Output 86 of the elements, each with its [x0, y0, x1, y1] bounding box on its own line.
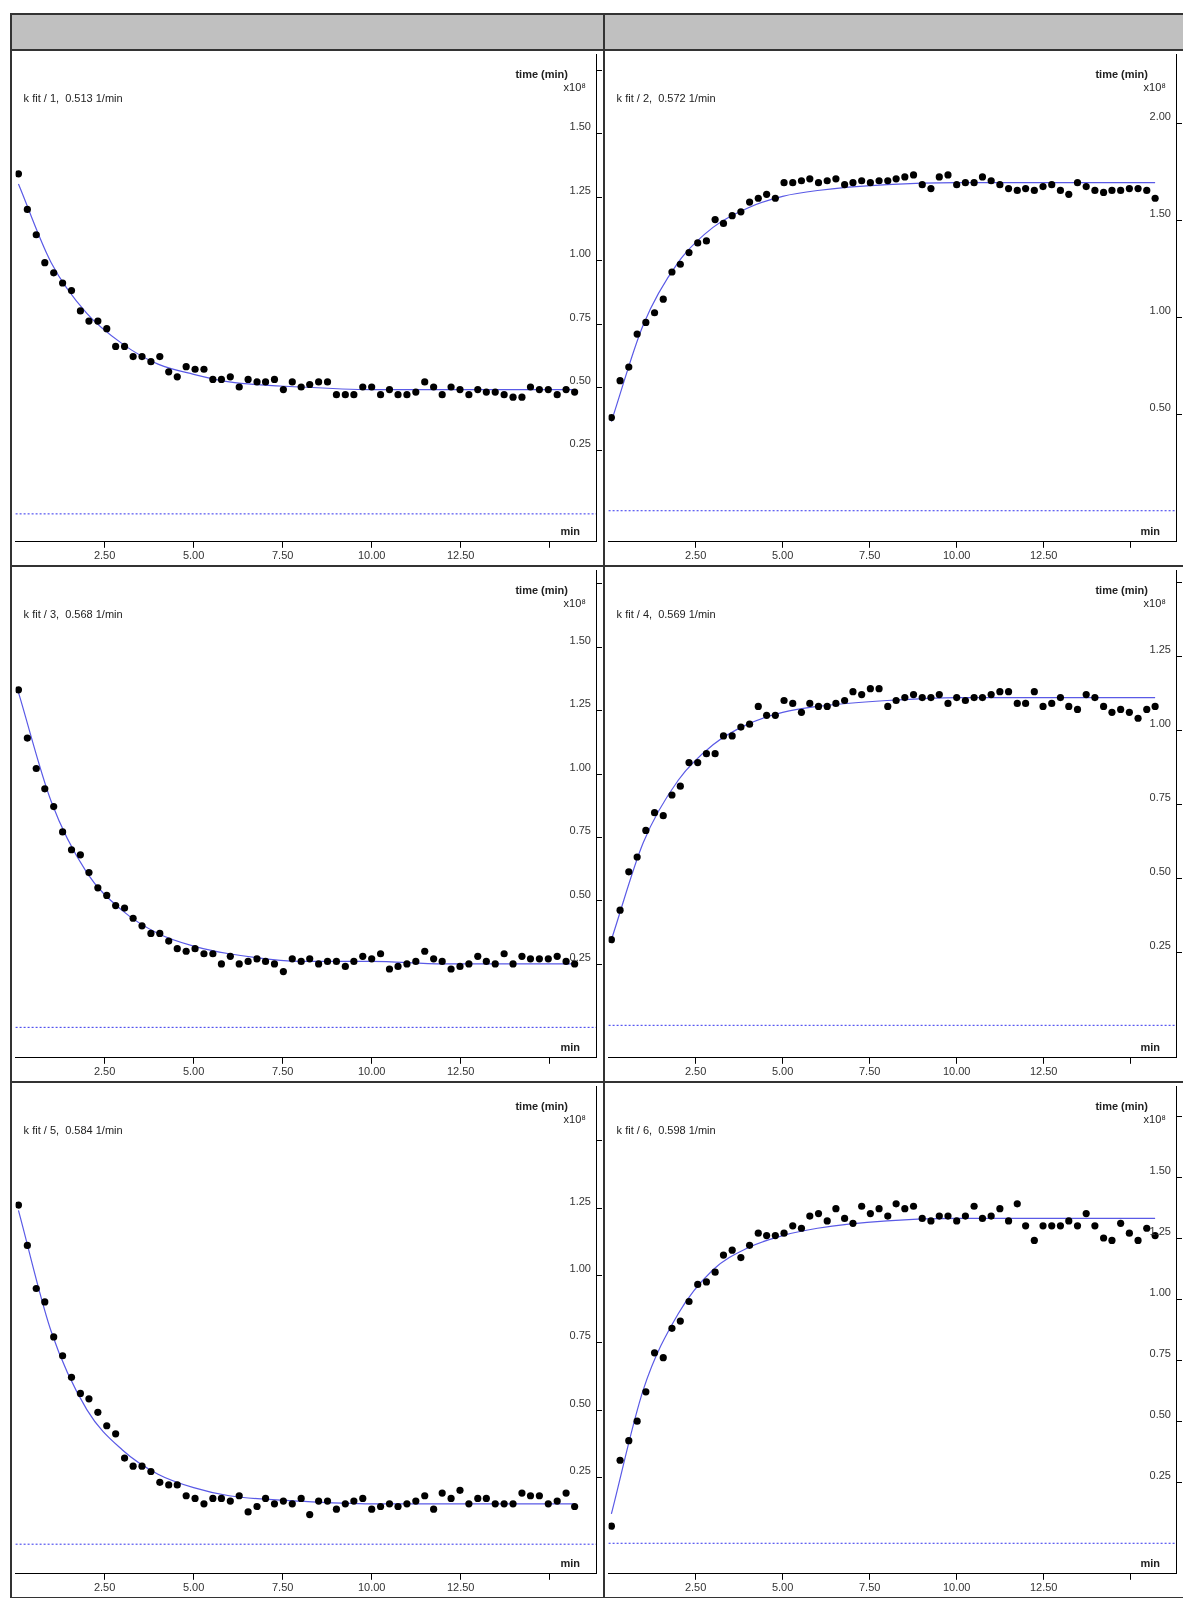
x-tick-label: 12.50 [446, 549, 475, 562]
x-tick-label: 10.00 [942, 549, 971, 562]
x-tick-label: 2.50 [93, 1581, 116, 1594]
y-tick-label: 1.50 [569, 120, 591, 133]
x-axis-title: min [1140, 524, 1161, 537]
x-tick-label: 5.00 [771, 1581, 794, 1594]
y-tick-label: 0.25 [569, 437, 591, 450]
y-tick-label: 1.25 [569, 1194, 591, 1207]
x-tick-label: 7.50 [858, 1065, 881, 1078]
annotation: time (min) [1095, 67, 1149, 80]
y-tick-label: 1.25 [1149, 643, 1171, 656]
y-axis-title: x10⁸ [563, 596, 586, 609]
y-tick-label: 0.50 [569, 1396, 591, 1409]
y-tick-label: 0.50 [1149, 864, 1171, 877]
text: k fit / 3, 0.568 1/min [23, 607, 123, 620]
y-tick-label: 1.50 [569, 633, 591, 646]
text: k fit / 2, 0.572 1/min [616, 91, 716, 104]
x-tick-label: 7.50 [271, 1581, 294, 1594]
x-axis-title: min [1140, 1556, 1161, 1569]
y-tick-label: 1.00 [569, 1262, 591, 1275]
y-tick-label: 1.25 [1149, 1225, 1171, 1238]
y-tick-label: 1.00 [1149, 717, 1171, 730]
annotation: time (min) [515, 1099, 569, 1112]
y-tick-label: 0.75 [569, 824, 591, 837]
y-tick-label: 0.25 [569, 1463, 591, 1476]
x-tick-label: 10.00 [357, 1581, 386, 1594]
y-tick-label: 2.00 [1149, 109, 1171, 122]
annotation: time (min) [515, 67, 569, 80]
x-axis-title: min [560, 524, 581, 537]
x-tick-label: 12.50 [1029, 1581, 1058, 1594]
x-tick-label: 12.50 [446, 1065, 475, 1078]
x-axis-title: min [560, 1556, 581, 1569]
y-tick-label: 1.25 [569, 183, 591, 196]
y-tick-label: 0.25 [569, 950, 591, 963]
x-tick-label: 7.50 [858, 549, 881, 562]
y-tick-label: 0.50 [1149, 1408, 1171, 1421]
x-tick-label: 7.50 [858, 1581, 881, 1594]
annotation: time (min) [515, 583, 569, 596]
y-axis-title: x10⁸ [563, 1112, 586, 1125]
x-tick-label: 12.50 [1029, 1065, 1058, 1078]
y-tick-label: 0.50 [569, 887, 591, 900]
y-tick-label: 0.25 [1149, 1469, 1171, 1482]
y-tick-label: 0.75 [569, 310, 591, 323]
y-tick-label: 0.50 [1149, 400, 1171, 413]
x-tick-label: 7.50 [271, 1065, 294, 1078]
x-tick-label: 2.50 [684, 1065, 707, 1078]
x-tick-label: 12.50 [446, 1581, 475, 1594]
text: k fit / 6, 0.598 1/min [616, 1123, 716, 1136]
x-tick-label: 5.00 [182, 549, 205, 562]
y-tick-label: 0.50 [569, 374, 591, 387]
y-tick-label: 0.75 [1149, 1347, 1171, 1360]
y-tick-label: 1.00 [569, 760, 591, 773]
x-tick-label: 10.00 [357, 549, 386, 562]
y-tick-label: 1.25 [569, 697, 591, 710]
y-tick-label: 1.00 [569, 247, 591, 260]
text: k fit / 5, 0.584 1/min [23, 1123, 123, 1136]
y-axis-title: x10⁸ [563, 80, 586, 93]
y-axis-title: x10⁸ [1143, 1112, 1166, 1125]
x-axis-title: min [560, 1040, 581, 1053]
y-axis-title: x10⁸ [1143, 596, 1166, 609]
text: k fit / 4, 0.569 1/min [616, 607, 716, 620]
x-tick-label: 12.50 [1029, 549, 1058, 562]
x-tick-label: 10.00 [942, 1581, 971, 1594]
x-tick-label: 10.00 [357, 1065, 386, 1078]
x-tick-label: 7.50 [271, 549, 294, 562]
y-tick-label: 1.50 [1149, 1163, 1171, 1176]
y-tick-label: 0.25 [1149, 938, 1171, 951]
annotation: time (min) [1095, 583, 1149, 596]
y-tick-label: 1.00 [1149, 1286, 1171, 1299]
x-tick-label: 2.50 [93, 1065, 116, 1078]
x-tick-label: 2.50 [684, 549, 707, 562]
x-tick-label: 5.00 [771, 549, 794, 562]
x-tick-label: 5.00 [182, 1581, 205, 1594]
x-tick-label: 10.00 [942, 1065, 971, 1078]
x-axis-title: min [1140, 1040, 1161, 1053]
y-tick-label: 1.00 [1149, 303, 1171, 316]
y-axis-title: x10⁸ [1143, 80, 1166, 93]
x-tick-label: 5.00 [771, 1065, 794, 1078]
y-tick-label: 0.75 [1149, 790, 1171, 803]
x-tick-label: 2.50 [684, 1581, 707, 1594]
x-tick-label: 5.00 [182, 1065, 205, 1078]
x-tick-label: 2.50 [93, 549, 116, 562]
text: k fit / 1, 0.513 1/min [23, 91, 123, 104]
y-tick-label: 0.75 [569, 1329, 591, 1342]
y-tick-label: 1.50 [1149, 206, 1171, 219]
annotation: time (min) [1095, 1099, 1149, 1112]
